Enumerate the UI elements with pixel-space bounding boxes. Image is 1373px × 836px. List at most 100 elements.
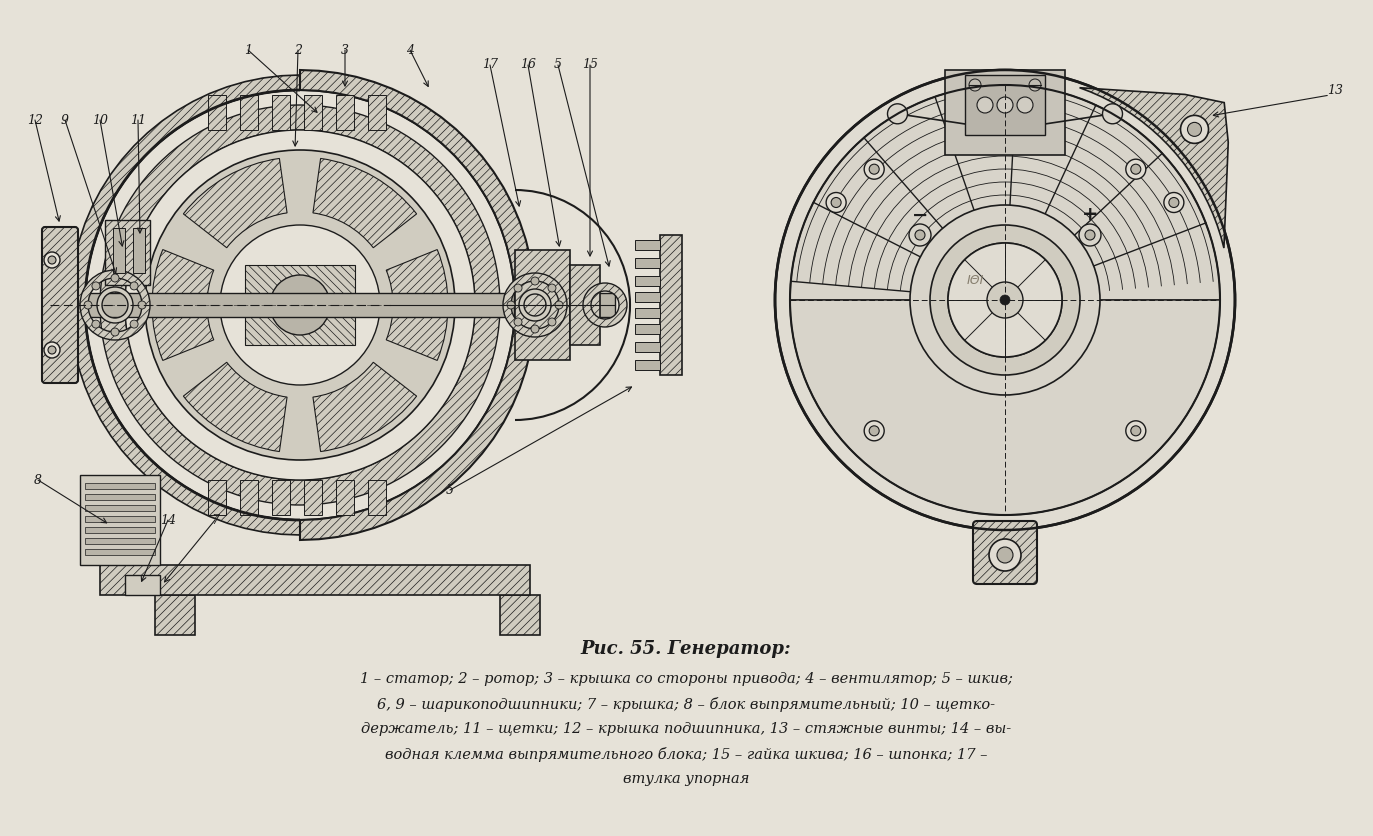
- Wedge shape: [152, 250, 214, 360]
- Circle shape: [827, 192, 846, 212]
- Bar: [634, 258, 660, 268]
- Circle shape: [774, 70, 1234, 530]
- Text: 13: 13: [1326, 84, 1343, 96]
- Circle shape: [44, 252, 60, 268]
- Text: 12: 12: [27, 114, 43, 126]
- Text: Рис. 55. Генератор:: Рис. 55. Генератор:: [581, 640, 791, 658]
- Circle shape: [548, 318, 556, 326]
- Circle shape: [270, 275, 330, 335]
- Bar: [570, 265, 600, 345]
- Bar: [540, 285, 555, 293]
- Text: 4: 4: [406, 43, 415, 57]
- Text: 2: 2: [294, 43, 302, 57]
- Bar: [965, 75, 1045, 135]
- Text: водная клемма выпрямительного блока; 15 – гайка шкива; 16 – шпонка; 17 –: водная клемма выпрямительного блока; 15 …: [384, 747, 987, 762]
- Circle shape: [1181, 115, 1208, 143]
- Bar: [155, 595, 195, 635]
- Bar: [244, 265, 356, 345]
- Circle shape: [84, 301, 92, 309]
- Bar: [125, 575, 161, 595]
- Bar: [85, 549, 155, 555]
- Circle shape: [44, 342, 60, 358]
- Circle shape: [1103, 104, 1123, 124]
- Circle shape: [514, 318, 522, 326]
- Polygon shape: [299, 70, 535, 540]
- Text: 11: 11: [130, 114, 146, 126]
- Circle shape: [130, 320, 139, 328]
- Bar: [100, 565, 530, 595]
- Circle shape: [1126, 421, 1146, 441]
- Circle shape: [987, 282, 1023, 318]
- Text: 17: 17: [482, 59, 498, 72]
- FancyBboxPatch shape: [43, 227, 78, 383]
- Circle shape: [1188, 122, 1201, 136]
- Circle shape: [1168, 197, 1179, 207]
- Circle shape: [1079, 224, 1101, 246]
- Bar: [85, 505, 155, 511]
- Bar: [634, 292, 660, 302]
- Circle shape: [48, 256, 56, 264]
- Text: 16: 16: [520, 59, 535, 72]
- Circle shape: [869, 426, 879, 436]
- Bar: [634, 360, 660, 370]
- Bar: [660, 235, 682, 375]
- Text: 7: 7: [211, 513, 220, 527]
- Circle shape: [997, 97, 1013, 113]
- Bar: [634, 276, 660, 286]
- Wedge shape: [184, 362, 287, 451]
- Bar: [500, 595, 540, 635]
- Bar: [368, 95, 386, 130]
- Wedge shape: [184, 159, 287, 247]
- Circle shape: [1085, 230, 1096, 240]
- Bar: [85, 527, 155, 533]
- Text: 14: 14: [161, 513, 176, 527]
- Polygon shape: [1079, 88, 1229, 248]
- Text: держатель; 11 – щетки; 12 – крышка подшипника, 13 – стяжные винты; 14 – вы-: держатель; 11 – щетки; 12 – крышка подши…: [361, 722, 1011, 736]
- Bar: [85, 516, 155, 522]
- Circle shape: [85, 90, 515, 520]
- Circle shape: [548, 284, 556, 292]
- Bar: [207, 95, 227, 130]
- Circle shape: [947, 243, 1061, 357]
- Text: +: +: [1082, 206, 1098, 225]
- Circle shape: [969, 79, 980, 91]
- Circle shape: [92, 320, 100, 328]
- Polygon shape: [70, 75, 299, 535]
- Circle shape: [1164, 192, 1184, 212]
- Circle shape: [555, 301, 563, 309]
- Circle shape: [507, 301, 515, 309]
- Bar: [634, 342, 660, 352]
- Circle shape: [111, 328, 119, 336]
- Text: 8: 8: [34, 473, 43, 487]
- Text: 1: 1: [244, 43, 253, 57]
- Text: втулка упорная: втулка упорная: [623, 772, 750, 786]
- Bar: [272, 95, 290, 130]
- Circle shape: [130, 282, 139, 290]
- Bar: [80, 475, 161, 565]
- Wedge shape: [313, 159, 416, 247]
- Text: 9: 9: [60, 114, 69, 126]
- Circle shape: [997, 547, 1013, 563]
- Circle shape: [146, 150, 454, 460]
- Circle shape: [1000, 295, 1011, 305]
- Bar: [303, 480, 323, 515]
- Bar: [368, 480, 386, 515]
- Text: IΘI: IΘI: [967, 273, 983, 287]
- Circle shape: [139, 301, 146, 309]
- Text: 15: 15: [582, 59, 599, 72]
- Circle shape: [989, 539, 1022, 571]
- Circle shape: [125, 130, 475, 480]
- Bar: [272, 480, 290, 515]
- Bar: [85, 494, 155, 500]
- Circle shape: [531, 277, 540, 285]
- Text: 10: 10: [92, 114, 108, 126]
- Bar: [515, 250, 570, 360]
- Circle shape: [864, 421, 884, 441]
- Bar: [634, 324, 660, 334]
- Bar: [85, 483, 155, 489]
- Bar: [945, 70, 1065, 155]
- Circle shape: [1028, 79, 1041, 91]
- Wedge shape: [313, 362, 416, 451]
- Circle shape: [869, 164, 879, 174]
- Wedge shape: [386, 250, 448, 360]
